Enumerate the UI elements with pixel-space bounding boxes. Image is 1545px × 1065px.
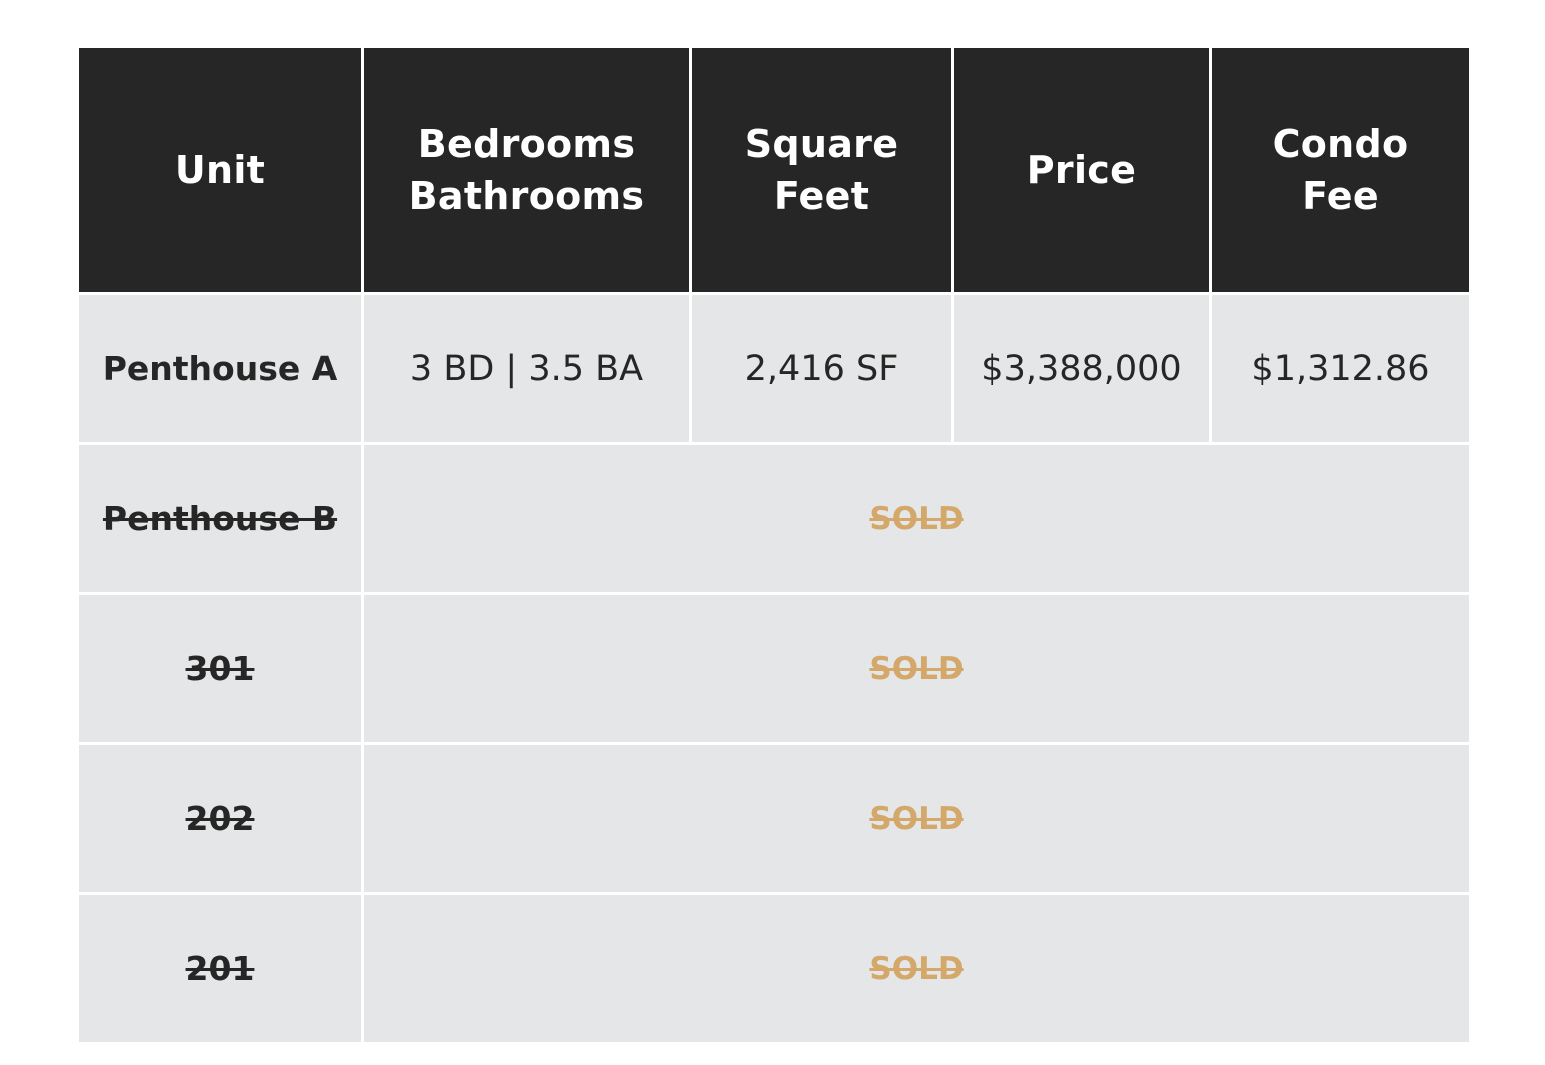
sold-status-cell: SOLD — [361, 442, 1472, 595]
table-row-sold: 301 SOLD — [76, 592, 1472, 745]
header-bedrooms-label: Bedrooms — [417, 122, 636, 166]
header-unit: Unit — [76, 45, 364, 295]
header-square-feet: Square Feet — [689, 45, 954, 295]
square-feet-cell: 2,416 SF — [689, 292, 954, 445]
units-table: Unit Bedrooms Bathrooms Square Feet Pric… — [76, 45, 1472, 1045]
sold-status-cell: SOLD — [361, 892, 1472, 1045]
sold-unit-name-cell: 202 — [76, 742, 364, 895]
header-unit-label: Unit — [174, 148, 266, 192]
sold-unit-name-cell: 301 — [76, 592, 364, 745]
header-square-label: Square — [744, 122, 899, 166]
header-feet-label: Feet — [773, 174, 870, 218]
price-cell: $3,388,000 — [951, 292, 1212, 445]
condo-fee-cell: $1,312.86 — [1209, 292, 1472, 445]
header-price-label: Price — [1026, 148, 1137, 192]
table-row-sold: 202 SOLD — [76, 742, 1472, 895]
bed-bath-cell: 3 BD | 3.5 BA — [361, 292, 692, 445]
header-fee-label: Fee — [1302, 174, 1379, 218]
sold-status-cell: SOLD — [361, 592, 1472, 745]
header-bathrooms-label: Bathrooms — [408, 174, 645, 218]
header-condo-fee: Condo Fee — [1209, 45, 1472, 295]
table-row-sold: Penthouse B SOLD — [76, 442, 1472, 595]
header-row: Unit Bedrooms Bathrooms Square Feet Pric… — [76, 45, 1472, 295]
sold-unit-name-cell: Penthouse B — [76, 442, 364, 595]
sold-unit-name-cell: 201 — [76, 892, 364, 1045]
header-condo-label: Condo — [1272, 122, 1409, 166]
unit-name-cell: Penthouse A — [76, 292, 364, 445]
table-row-sold: 201 SOLD — [76, 892, 1472, 1045]
table-body: Penthouse A 3 BD | 3.5 BA 2,416 SF $3,38… — [76, 292, 1472, 1045]
header-price: Price — [951, 45, 1212, 295]
table-header: Unit Bedrooms Bathrooms Square Feet Pric… — [76, 45, 1472, 295]
sold-status-cell: SOLD — [361, 742, 1472, 895]
header-bedrooms-bathrooms: Bedrooms Bathrooms — [361, 45, 692, 295]
table-row-penthouse-a: Penthouse A 3 BD | 3.5 BA 2,416 SF $3,38… — [76, 292, 1472, 445]
